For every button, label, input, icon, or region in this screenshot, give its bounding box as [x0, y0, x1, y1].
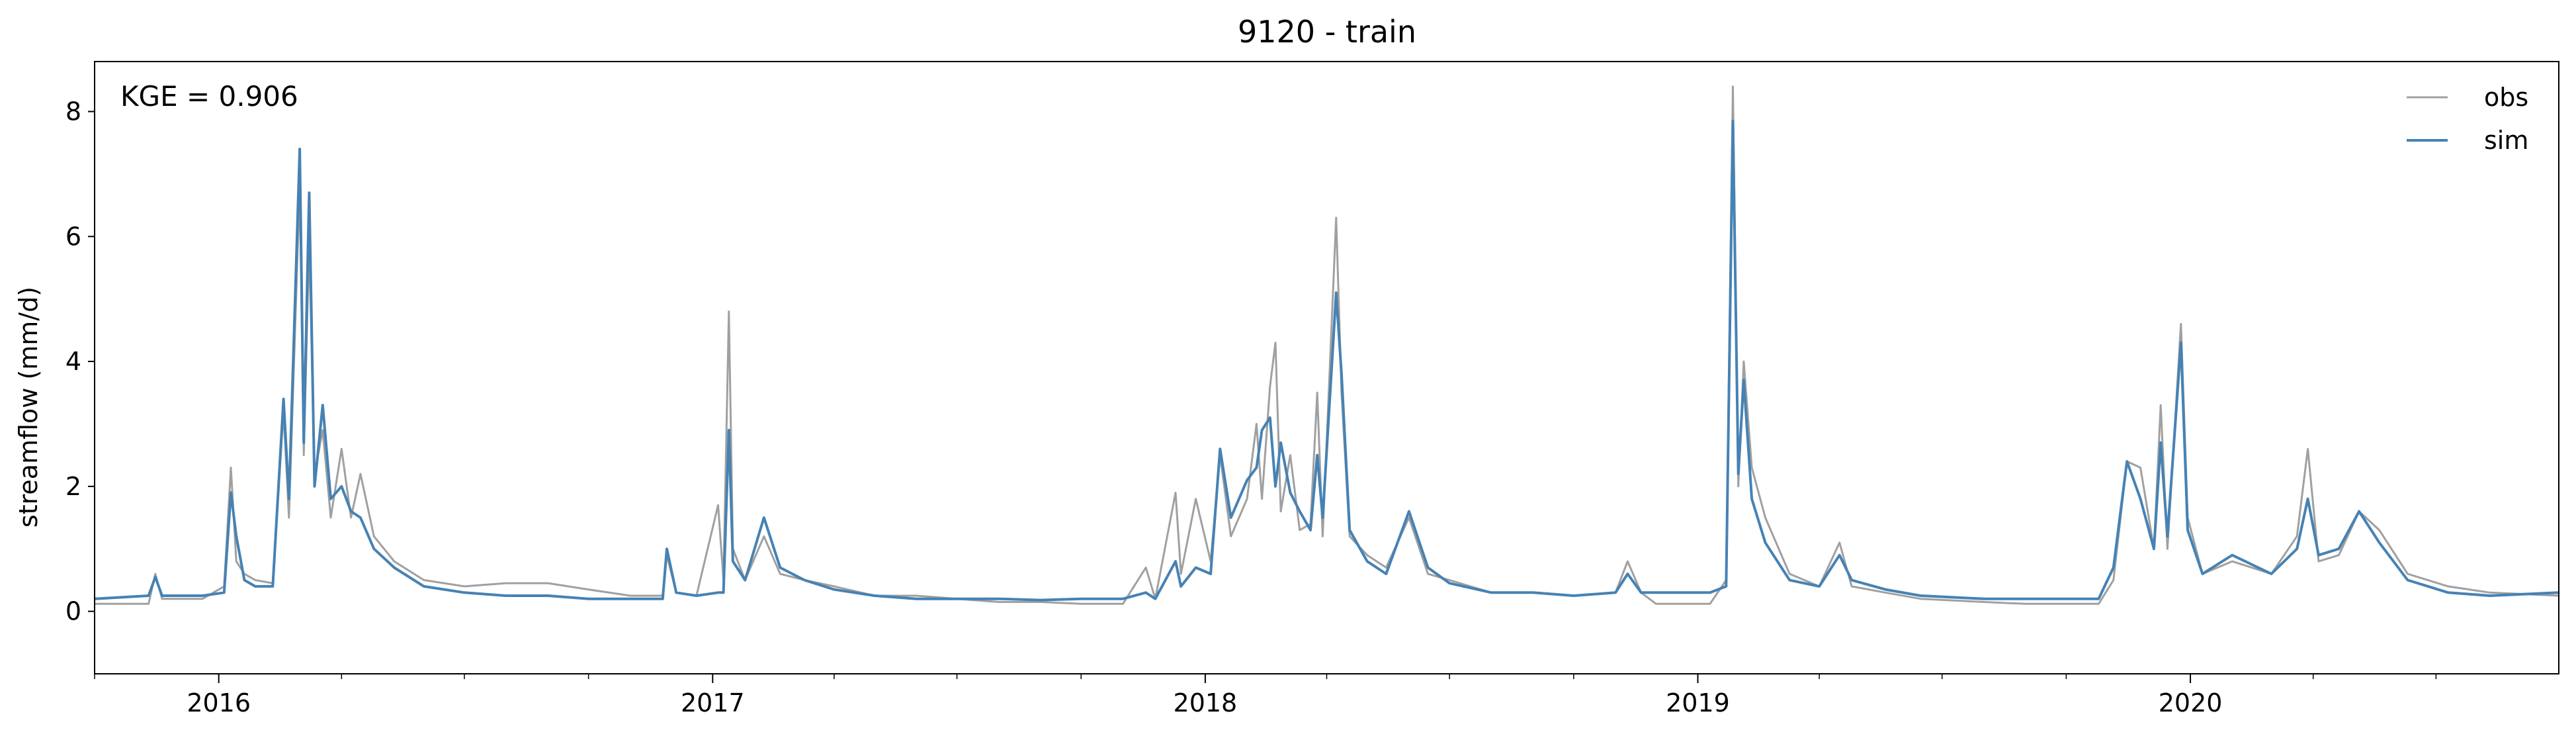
- plot-area: 0 2 4 6 8 2016 2017 2018 2019 2020: [65, 85, 2559, 717]
- x-tick-label: 2017: [681, 688, 745, 717]
- plot-frame: [94, 61, 2559, 674]
- axis-layer: 0 2 4 6 8 2016 2017 2018 2019 2020: [65, 97, 2437, 717]
- x-tick-label: 2020: [2159, 688, 2223, 717]
- y-tick-label: 2: [65, 472, 81, 501]
- legend-label-sim: sim: [2484, 126, 2528, 155]
- kge-annotation: KGE = 0.906: [120, 80, 298, 113]
- chart-title: 9120 - train: [1238, 14, 1416, 50]
- y-tick-label: 4: [65, 347, 81, 376]
- series-line-sim: [94, 119, 2559, 602]
- x-tick-label: 2018: [1174, 688, 1238, 717]
- series-layer: [94, 85, 2559, 605]
- series-line-obs: [95, 85, 2559, 605]
- x-tick-label: 2019: [1666, 688, 1730, 717]
- legend-label-obs: obs: [2484, 83, 2528, 112]
- legend: obs sim: [2407, 83, 2528, 155]
- y-axis-label: streamflow (mm/d): [14, 287, 43, 528]
- y-tick-label: 8: [65, 97, 81, 126]
- y-tick-label: 0: [65, 597, 81, 626]
- y-tick-label: 6: [65, 222, 81, 251]
- x-tick-label: 2016: [187, 688, 251, 717]
